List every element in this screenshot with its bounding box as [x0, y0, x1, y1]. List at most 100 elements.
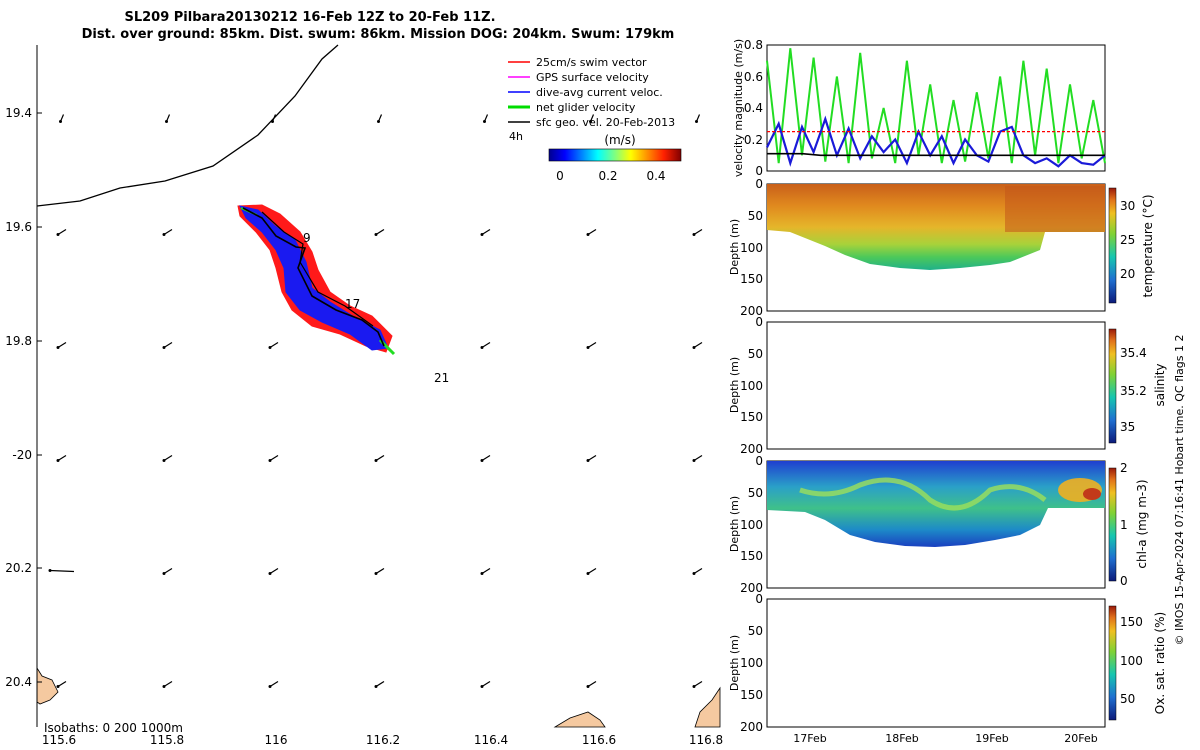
isobaths-label: Isobaths: 0 200 1000m [44, 721, 183, 735]
map-xtick-label: 116.2 [366, 733, 400, 747]
surface-velocity-arrow-head [59, 120, 62, 123]
surface-velocity-arrow [57, 454, 67, 462]
coast-patch-bottom [553, 711, 606, 728]
surface-velocity-arrow [375, 680, 385, 688]
surface-velocity-arrow-head [589, 120, 592, 123]
map-legend: 25cm/s swim vector GPS surface velocity … [508, 56, 682, 183]
surface-velocity-arrow [163, 567, 173, 575]
depth-tick: 200 [740, 304, 763, 318]
speed-colorbar [548, 148, 682, 162]
colorbar-units: (m/s) [604, 133, 635, 147]
vel-ytick: 0.8 [744, 38, 763, 52]
map-ytick-label: 19.6 [5, 220, 32, 234]
surface-velocity-arrow [375, 228, 385, 236]
ox-cbar-tick: 150 [1120, 615, 1143, 629]
dive-avg-current-cloud [239, 205, 389, 351]
surface-velocity-arrow-head [268, 572, 272, 575]
velocity-series-line [767, 152, 1105, 157]
depth-tick: 0 [755, 177, 763, 191]
surface-velocity-arrow-head [56, 346, 60, 349]
surface-velocity-arrow [587, 341, 597, 349]
sal-cbar-tick: 35.2 [1120, 384, 1147, 398]
surface-velocity-arrow-head [165, 120, 168, 123]
colorbar-tick: 0.2 [598, 169, 617, 183]
legend-label: net glider velocity [536, 101, 636, 114]
surface-velocity-arrow [481, 680, 491, 688]
surface-velocity-arrow [693, 680, 703, 688]
depth-tick: 200 [740, 581, 763, 595]
depth-tick: 100 [740, 656, 763, 670]
surface-velocity-arrow-head [692, 459, 696, 462]
surface-velocity-arrow [481, 454, 491, 462]
surface-velocity-arrow [693, 341, 703, 349]
surface-velocity-arrow-head [586, 346, 590, 349]
surface-velocity-arrow-head [480, 233, 484, 236]
oxygen-colorbar-label: Ox. sat. ratio (%) [1153, 612, 1167, 714]
surface-velocity-arrow [587, 680, 597, 688]
salinity-ylabel: Depth (m) [728, 357, 741, 413]
oxygen-axes [766, 598, 1106, 728]
oxygen-colorbar [1108, 605, 1117, 721]
legend-scale-label: 4h [509, 130, 523, 143]
glider-track-line [242, 207, 385, 347]
surface-velocity-arrow-head [483, 120, 486, 123]
legend-label: sfc geo. vel. 20-Feb-2013 [536, 116, 675, 129]
temperature-warm-block [1005, 186, 1105, 232]
map-xtick-label: 116.4 [474, 733, 508, 747]
temperature-colorbar-label: temperature (°C) [1141, 195, 1155, 298]
surface-velocity-arrow-head [692, 572, 696, 575]
depth-tick: 50 [748, 486, 763, 500]
velocity-panel: 0.8 0.6 0.4 0.2 0 velocity magnitude (m/… [732, 38, 1106, 178]
coast-patch-right [694, 686, 721, 728]
velocity-series-line [766, 48, 1106, 164]
chlorophyll-colorbar [1108, 467, 1117, 582]
surface-velocity-arrow-head [268, 685, 272, 688]
surface-velocity-arrow-head [586, 233, 590, 236]
surface-velocity-arrow [269, 680, 279, 688]
surface-velocity-arrow [49, 569, 75, 573]
surface-velocity-arrow-head [374, 233, 378, 236]
colorbar-tick: 0 [556, 169, 564, 183]
depth-tick: 150 [740, 549, 763, 563]
map-ytick-label: 19.8 [5, 334, 32, 348]
date-tick: 18Feb [885, 732, 918, 745]
depth-tick: 150 [740, 410, 763, 424]
oxygen-panel: 0 50 100 150 200 Depth (m) 150 100 50 Ox… [728, 592, 1167, 734]
date-tick: 20Feb [1064, 732, 1097, 745]
surface-velocity-arrow [693, 567, 703, 575]
map-panel: 9 17 21 Isobaths: 0 200 1000m 19.4 19.6 … [5, 44, 723, 747]
map-ytick-label: 20.4 [5, 675, 32, 689]
map-ytick-label: -20 [12, 448, 32, 462]
surface-velocity-arrow [481, 341, 491, 349]
date-tick: 19Feb [975, 732, 1008, 745]
surface-velocity-arrow [587, 454, 597, 462]
figure-title-line1: SL209 Pilbara20130212 16-Feb 12Z to 20-F… [124, 10, 495, 25]
surface-velocity-arrow [163, 341, 173, 349]
velocity-series-line [766, 115, 1106, 168]
map-xtick-label: 116.6 [582, 733, 616, 747]
surface-velocity-arrow [57, 341, 67, 349]
depth-tick: 200 [740, 720, 763, 734]
surface-velocity-arrow [587, 567, 597, 575]
velocity-ylabel: velocity magnitude (m/s) [732, 39, 745, 177]
surface-velocity-arrow-head [374, 459, 378, 462]
surface-velocity-arrow-head [162, 233, 166, 236]
surface-velocity-arrow [163, 680, 173, 688]
surface-velocity-arrow-head [56, 459, 60, 462]
surface-velocity-arrow-head [480, 346, 484, 349]
surface-velocity-arrow-head [692, 233, 696, 236]
map-xtick-label: 116 [265, 733, 288, 747]
date-tick: 17Feb [793, 732, 826, 745]
salinity-colorbar [1108, 328, 1117, 444]
surface-velocity-arrow [57, 228, 67, 236]
map-ytick-label: 19.4 [5, 106, 32, 120]
oxygen-ylabel: Depth (m) [728, 635, 741, 691]
map-xtick-label: 116.8 [689, 733, 723, 747]
surface-velocity-arrow-head [480, 572, 484, 575]
map-background [37, 45, 720, 727]
surface-velocity-arrow-head [162, 685, 166, 688]
depth-tick: 50 [748, 209, 763, 223]
surface-velocity-arrow [163, 454, 173, 462]
depth-tick: 0 [755, 454, 763, 468]
surface-velocity-arrow-head [480, 685, 484, 688]
